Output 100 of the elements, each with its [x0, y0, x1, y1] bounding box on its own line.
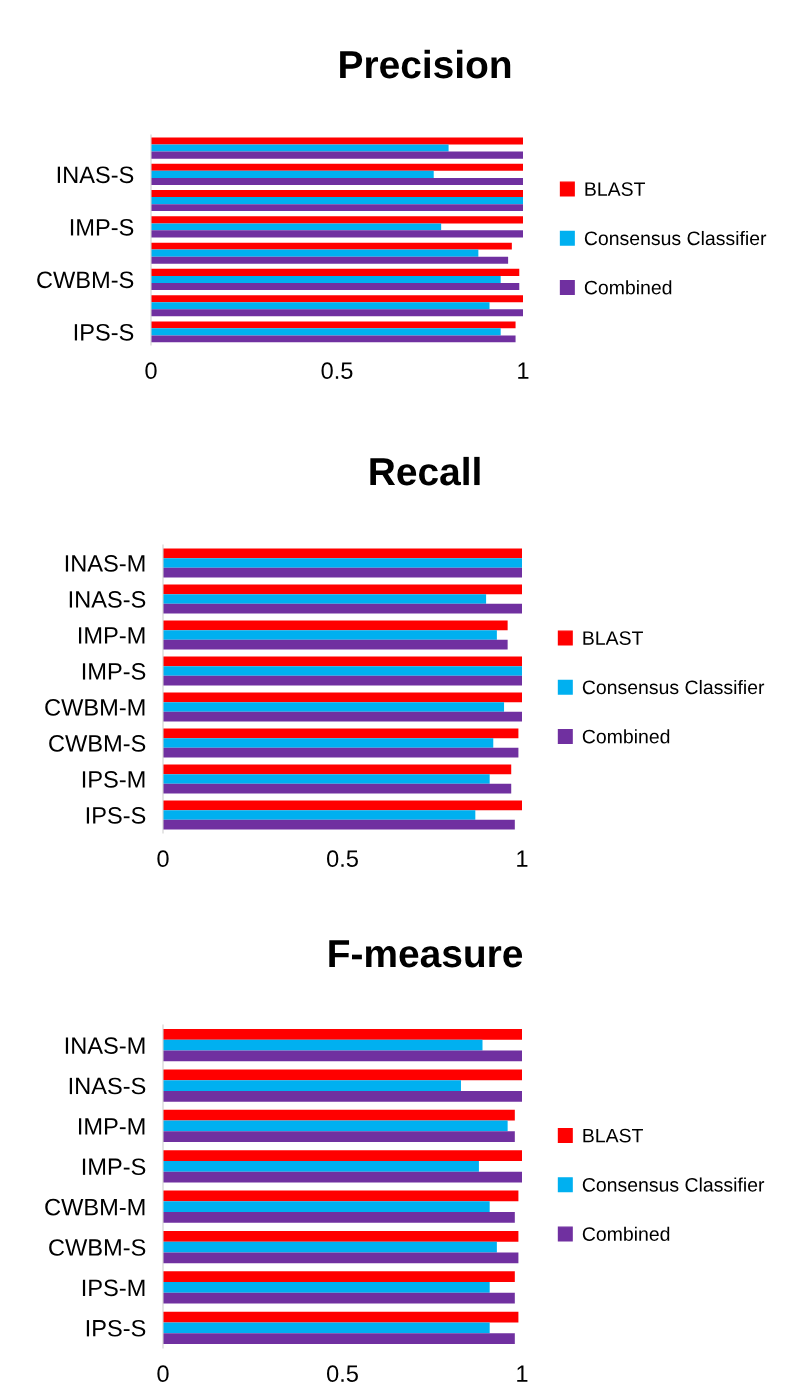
chart-title: F-measure	[329, 940, 523, 968]
bar	[151, 335, 516, 343]
bar	[163, 1311, 519, 1323]
bar	[151, 204, 523, 212]
bar	[163, 1190, 519, 1202]
bar	[163, 711, 522, 722]
bar	[163, 1171, 522, 1183]
bar	[151, 197, 523, 205]
bar	[151, 216, 523, 224]
bar	[163, 630, 497, 640]
bar	[163, 558, 522, 568]
bar	[163, 567, 522, 578]
legend-label: Combined	[582, 729, 670, 744]
bar	[151, 256, 509, 264]
y-tick-label: IMP-S	[82, 663, 146, 680]
legend-label: Consensus Classifier	[582, 679, 765, 695]
bar	[163, 728, 519, 739]
y-tick-label: INAS-S	[69, 591, 146, 608]
bar	[163, 1039, 483, 1051]
bar	[151, 282, 520, 290]
bar	[151, 295, 523, 303]
bar	[163, 1201, 490, 1213]
bar	[163, 774, 490, 784]
x-tick-label: 0.5	[327, 850, 358, 868]
y-tick-label: IPS-M	[82, 1279, 145, 1297]
bar	[163, 666, 522, 676]
bar	[151, 302, 490, 310]
bar	[151, 230, 523, 238]
bar	[163, 1080, 461, 1091]
bar	[163, 810, 476, 820]
bar	[151, 223, 442, 231]
bar	[163, 692, 522, 703]
chart-title: Precision	[340, 49, 511, 79]
bar	[163, 1029, 522, 1040]
y-tick-label: CWBM-M	[45, 699, 145, 716]
y-tick-label: CWBM-S	[37, 271, 134, 289]
bar	[151, 328, 501, 336]
bar	[163, 783, 512, 794]
y-tick-label: IMP-M	[79, 1118, 145, 1135]
bar	[163, 1282, 490, 1293]
bar	[163, 675, 522, 686]
x-tick-label: 0	[145, 362, 157, 380]
legend-label: BLAST	[583, 631, 643, 645]
bar	[151, 321, 516, 329]
bar	[163, 819, 515, 830]
y-tick-label: INAS-M	[65, 1037, 145, 1054]
y-tick-label: IPS-S	[86, 1319, 146, 1337]
chart-title: Recall	[370, 456, 480, 486]
x-tick-label: 0	[157, 1365, 169, 1383]
bar	[163, 738, 494, 748]
bar	[163, 620, 508, 631]
bar	[151, 275, 501, 283]
legend-label: Consensus Classifier	[584, 230, 767, 246]
bar	[151, 151, 523, 159]
bar	[163, 1212, 515, 1223]
bar	[163, 1090, 522, 1102]
bar	[151, 268, 520, 276]
bar	[163, 1271, 515, 1283]
bar	[163, 656, 522, 667]
bar	[163, 639, 508, 650]
y-tick-label: IPS-S	[86, 807, 146, 824]
bar	[163, 747, 519, 758]
x-tick-label: 1	[517, 850, 528, 867]
y-tick-label: IMP-S	[82, 1158, 146, 1176]
bar	[163, 1322, 490, 1334]
bar	[151, 144, 449, 152]
bar	[163, 1252, 519, 1264]
bar	[151, 137, 523, 145]
bar	[163, 603, 522, 614]
bar	[163, 1050, 522, 1062]
bar	[151, 249, 479, 257]
y-tick-label: INAS-M	[65, 555, 145, 572]
legend-label: Consensus Classifier	[582, 1177, 765, 1192]
y-tick-label: IPS-M	[82, 771, 145, 788]
bar	[151, 190, 523, 198]
bar	[151, 163, 523, 171]
bar	[151, 170, 434, 178]
x-tick-label: 0.5	[321, 362, 353, 380]
y-tick-label: CWBM-M	[45, 1198, 145, 1216]
bar	[163, 584, 522, 595]
bar	[151, 309, 523, 317]
bar	[163, 1230, 519, 1242]
y-tick-label: IMP-S	[70, 218, 134, 236]
legend-label: Combined	[584, 280, 672, 295]
bar	[163, 548, 522, 559]
bar	[163, 1292, 515, 1304]
bar	[151, 177, 523, 185]
bar	[163, 1109, 515, 1121]
bar	[151, 242, 512, 250]
x-tick-label: 0	[157, 850, 169, 868]
x-tick-label: 1	[517, 1365, 528, 1382]
bar	[163, 594, 487, 604]
legend-label: BLAST	[585, 182, 646, 196]
bar	[163, 702, 505, 712]
bar	[163, 764, 512, 775]
y-tick-label: CWBM-S	[49, 1239, 146, 1256]
bar	[163, 1120, 508, 1132]
y-tick-label: INAS-S	[69, 1077, 146, 1095]
legend-label: Combined	[582, 1226, 670, 1241]
bar	[163, 1160, 479, 1172]
